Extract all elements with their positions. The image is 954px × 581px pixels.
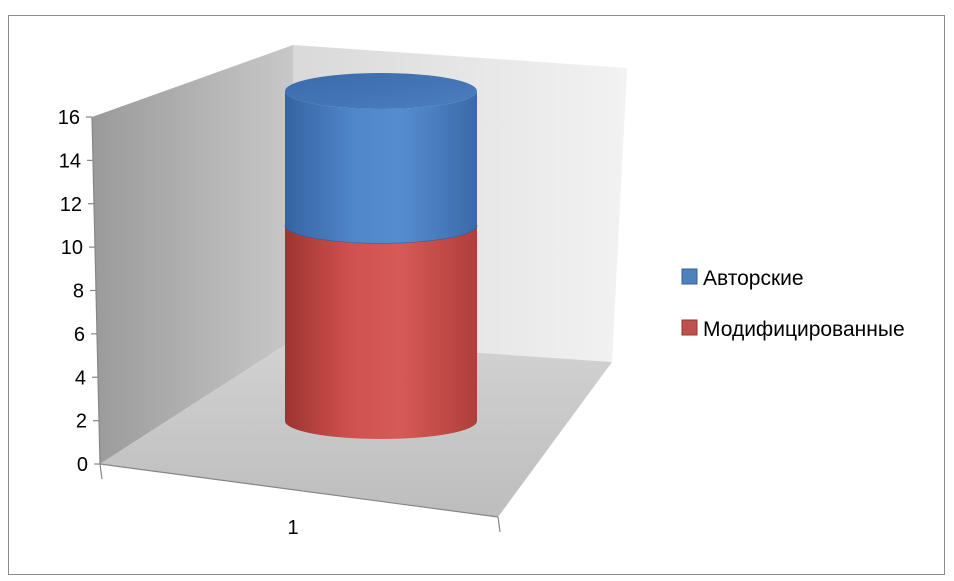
x-tick-label: 1 [287, 517, 298, 539]
x-axis-tick-right [497, 516, 501, 533]
y-tick-label: 0 [77, 454, 88, 476]
legend-label-modifitsirovannye: Модифицированные [703, 318, 905, 341]
bar-top-cap [285, 73, 477, 109]
y-axis-ticks: 0 2 4 6 8 10 12 14 16 [58, 107, 100, 476]
bars [284, 73, 478, 439]
bar-segment [285, 91, 477, 244]
x-axis-line [99, 463, 499, 518]
legend-swatch-modifitsirovannye [681, 319, 698, 336]
legend-item-modifitsirovannye: Модифицированные [681, 318, 905, 341]
bar-segment [285, 225, 477, 439]
legend-swatch-avtorskie [681, 268, 698, 285]
legend-label-avtorskie: Авторские [703, 267, 804, 290]
y-tick-label: 2 [76, 411, 87, 433]
y-tick-label: 6 [74, 324, 85, 346]
y-tick-label: 14 [59, 150, 81, 172]
y-tick-label: 4 [75, 367, 86, 389]
legend: Авторские Модифицированные [681, 267, 905, 341]
y-tick-label: 10 [61, 237, 83, 259]
x-axis-tick-left [99, 463, 103, 480]
y-tick-label: 12 [60, 194, 82, 216]
side-wall [92, 45, 293, 464]
y-tick-label: 8 [73, 281, 84, 303]
legend-item-avtorskie: Авторские [681, 267, 804, 290]
y-tick-label: 16 [58, 107, 80, 129]
